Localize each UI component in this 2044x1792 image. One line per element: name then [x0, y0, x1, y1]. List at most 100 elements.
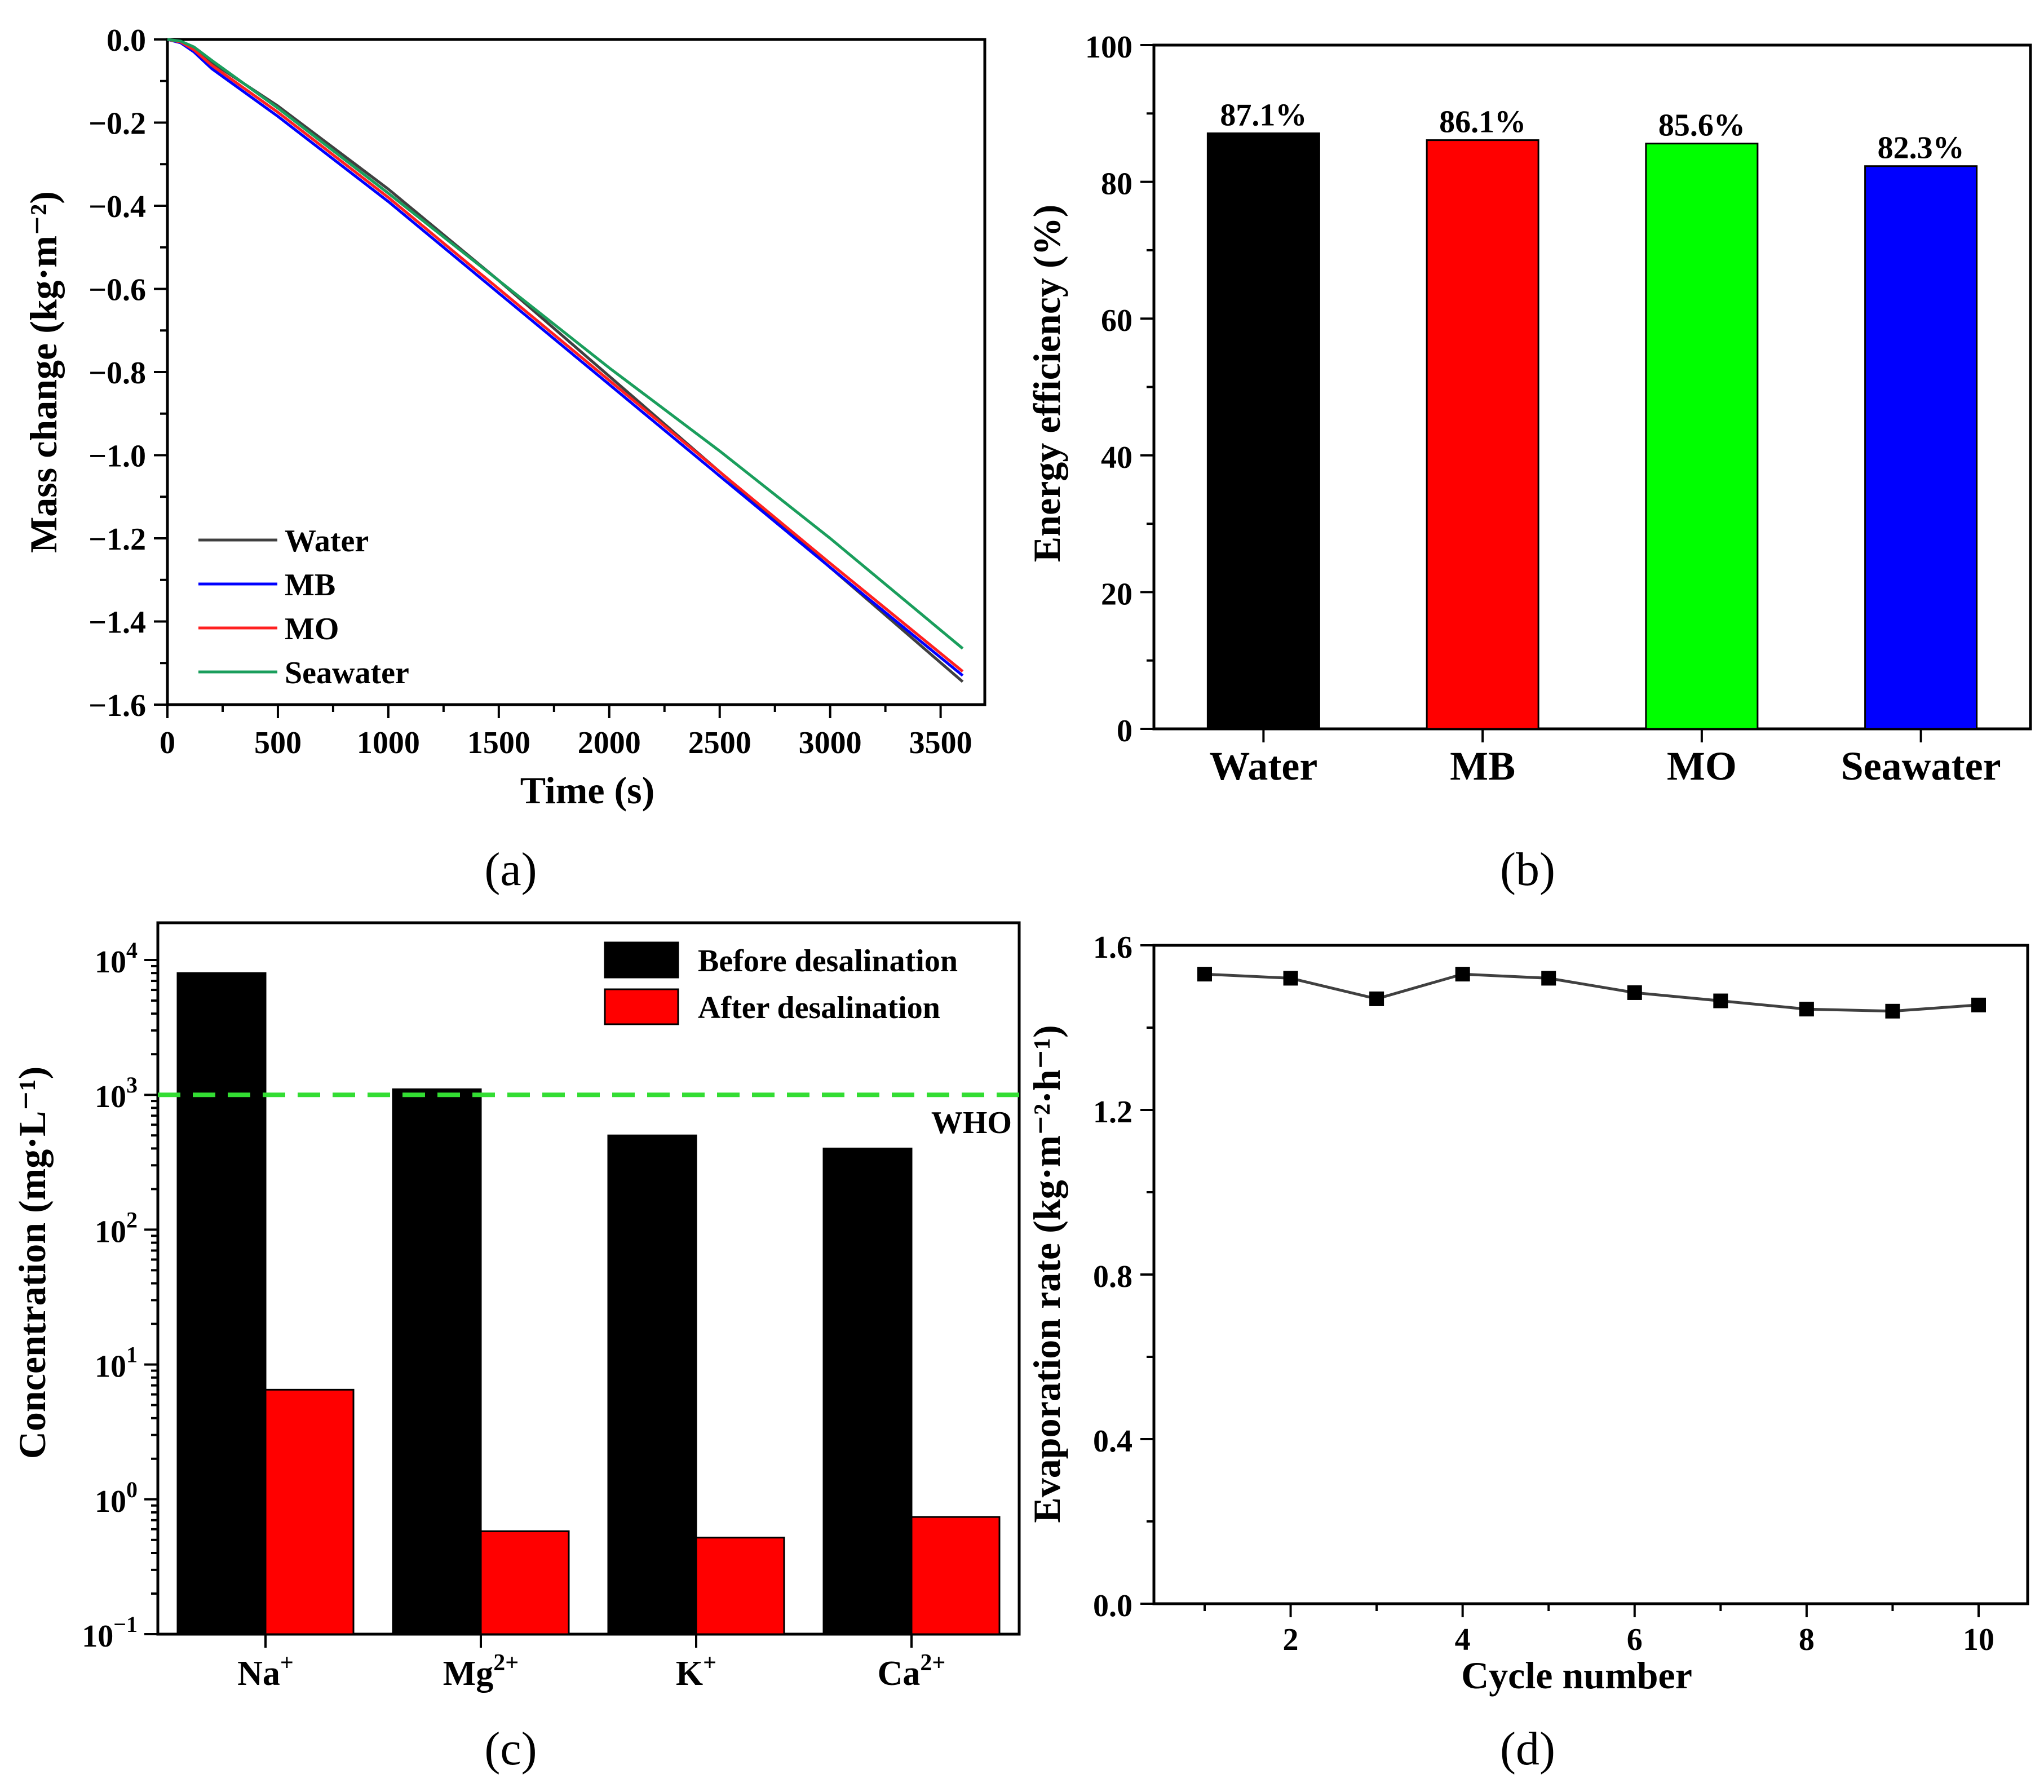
bar-value-label-mb: 86.1%: [1439, 105, 1526, 140]
panel-a-y-tick-label: −0.2: [89, 107, 146, 141]
panel-b-axes: 0 20 40 60 80 100 Water MB MO Seawater: [1085, 30, 2001, 789]
panel-b-y-tick-label: 80: [1101, 167, 1132, 202]
panel-a-plot-frame: [166, 38, 986, 706]
legend-label-before: Before desalination: [698, 944, 958, 979]
panel-a-y-tick-label: −1.4: [89, 605, 146, 640]
panel-b-energy-efficiency-chart: 0 20 40 60 80 100 Water MB MO Seawater 87.1% 86.1%…: [1025, 30, 2032, 896]
panel-c-y-tick-label: 100: [95, 1477, 138, 1519]
panel-c-caption: (c): [484, 1723, 537, 1775]
panel-d-y-axis-label: Evaporation rate (kg·m⁻²·h⁻¹): [1025, 1025, 1068, 1523]
data-point-cycle-6: [1627, 985, 1642, 1000]
panel-c-bar-group: [176, 972, 1001, 1635]
panel-b-category-label-mb: MB: [1450, 744, 1515, 789]
data-point-cycle-4: [1455, 967, 1470, 982]
panel-d-plot-frame: [1152, 944, 2029, 1605]
panel-a-series-group: [167, 38, 964, 683]
bar-value-label-mo: 85.6%: [1658, 108, 1745, 143]
panel-d-x-tick-label: 8: [1799, 1622, 1815, 1657]
legend-label-mo: MO: [285, 612, 339, 647]
panel-d-y-tick-label: 1.2: [1093, 1095, 1132, 1130]
legend-label-water: Water: [285, 524, 369, 559]
panel-d-series-group: [1197, 967, 1986, 1019]
data-point-cycle-8: [1799, 1002, 1814, 1017]
panel-b-y-tick-label: 60: [1101, 303, 1132, 338]
panel-d-x-axis-label: Cycle number: [1461, 1654, 1692, 1697]
panel-b-y-tick-label: 0: [1117, 714, 1132, 749]
legend-label-mb: MB: [285, 568, 335, 603]
bar-before-na: [176, 972, 267, 1635]
data-point-cycle-2: [1283, 971, 1298, 986]
data-point-cycle-9: [1885, 1003, 1900, 1019]
panel-d-y-tick-label: 0.8: [1093, 1259, 1132, 1294]
panel-a-x-tick-label: 3500: [909, 725, 972, 760]
panel-c-axes: 10−1 100 101 102 103 104 Na+ Mg2+ K+ Ca2+: [82, 937, 945, 1693]
legend-label-after: After desalination: [698, 990, 940, 1025]
data-point-cycle-5: [1541, 971, 1556, 986]
panel-d-x-tick-label: 6: [1627, 1622, 1643, 1657]
panel-a-x-tick-label: 0: [160, 725, 175, 760]
bar-water: [1206, 132, 1320, 730]
panel-b-category-label-seawater: Seawater: [1841, 744, 2001, 789]
panel-d-x-tick-label: 2: [1283, 1622, 1299, 1657]
panel-a-caption: (a): [484, 843, 537, 896]
panel-c-category-label-ca: Ca2+: [878, 1650, 946, 1693]
panel-a-x-tick-label: 2000: [578, 725, 641, 760]
panel-c-y-tick-label: 101: [95, 1342, 138, 1384]
data-point-cycle-3: [1369, 991, 1384, 1006]
panel-a-y-axis-label: Mass change (kg·m⁻²): [22, 191, 65, 553]
panel-a-x-tick-label: 2500: [688, 725, 751, 760]
panel-a-y-tick-label: −0.8: [89, 356, 146, 391]
legend-label-seawater: Seawater: [285, 656, 409, 691]
panel-c-concentration-chart: 10−1 100 101 102 103 104 Na+ Mg2+ K+ Ca2+ WHO Bef…: [11, 921, 1021, 1775]
panel-c-legend: Before desalination After desalination: [604, 941, 958, 1025]
panel-c-category-label-mg: Mg2+: [443, 1650, 519, 1693]
panel-b-y-tick-label: 100: [1085, 30, 1132, 65]
panel-d-x-tick-label: 10: [1963, 1622, 1994, 1657]
bar-seawater: [1864, 165, 1978, 730]
series-line-seawater: [167, 38, 964, 650]
panel-c-y-tick-label: 104: [95, 937, 138, 980]
panel-a-x-tick-label: 1000: [357, 725, 420, 760]
panel-a-y-tick-label: −1.0: [89, 439, 146, 474]
panel-b-y-axis-label: Energy efficiency (%): [1025, 205, 1068, 562]
panel-a-mass-change-chart: 0 500 1000 1500 2000 2500 3000 3500 0.0 −0.2 −0.4 −…: [22, 23, 986, 896]
panel-d-evaporation-rate-chart: 2 4 6 8 10 0.0 0.4 0.8 1.2 1.6 Cycle number Evapo…: [1025, 930, 2029, 1775]
legend-swatch-after: [604, 988, 679, 1025]
panel-d-axes: 2 4 6 8 10 0.0 0.4 0.8 1.2 1.6: [1093, 930, 1994, 1657]
bar-before-mg: [392, 1088, 482, 1635]
panel-a-y-tick-label: 0.0: [107, 23, 146, 58]
panel-c-y-axis-label: Concentration (mg·L⁻¹): [11, 1067, 54, 1459]
panel-c-y-tick-label: 102: [95, 1207, 138, 1249]
legend-swatch-before: [604, 941, 679, 979]
panel-b-category-label-mo: MO: [1667, 744, 1737, 789]
series-line-evaporation-rate: [1204, 972, 1979, 1013]
panel-b-y-tick-label: 40: [1101, 440, 1132, 475]
bar-after-k: [695, 1537, 785, 1635]
data-point-cycle-10: [1971, 997, 1986, 1012]
panel-a-y-tick-label: −0.6: [89, 273, 146, 308]
panel-d-y-tick-label: 0.4: [1093, 1424, 1132, 1459]
panel-a-x-tick-label: 3000: [799, 725, 862, 760]
series-line-mo: [167, 38, 964, 672]
panel-d-y-tick-label: 0.0: [1093, 1589, 1132, 1623]
panel-a-axes: 0 500 1000 1500 2000 2500 3000 3500 0.0 −0.2 −0.4 −…: [89, 23, 972, 760]
panel-d-y-tick-label: 1.6: [1093, 930, 1132, 965]
panel-a-x-axis-label: Time (s): [520, 769, 655, 812]
panel-a-y-tick-label: −1.6: [89, 688, 146, 723]
panel-b-bar-group: 87.1% 86.1% 85.6% 82.3%: [1206, 98, 1978, 730]
data-point-cycle-7: [1713, 993, 1728, 1008]
panel-a-x-tick-label: 1500: [467, 725, 530, 760]
bar-value-label-water: 87.1%: [1220, 98, 1307, 132]
panel-c-category-label-na: Na+: [237, 1650, 294, 1693]
panel-a-x-tick-label: 500: [254, 725, 302, 760]
panel-c-plot-frame: [156, 921, 1021, 1636]
panel-b-category-label-water: Water: [1209, 744, 1317, 789]
data-point-cycle-1: [1197, 967, 1212, 982]
panel-b-y-tick-label: 20: [1101, 577, 1132, 612]
series-line-mb: [167, 38, 964, 677]
bar-after-na: [264, 1388, 355, 1635]
panel-c-y-tick-label: 103: [95, 1072, 138, 1114]
bar-mb: [1426, 139, 1539, 730]
bar-after-ca: [910, 1516, 1001, 1635]
bar-before-ca: [822, 1147, 913, 1635]
